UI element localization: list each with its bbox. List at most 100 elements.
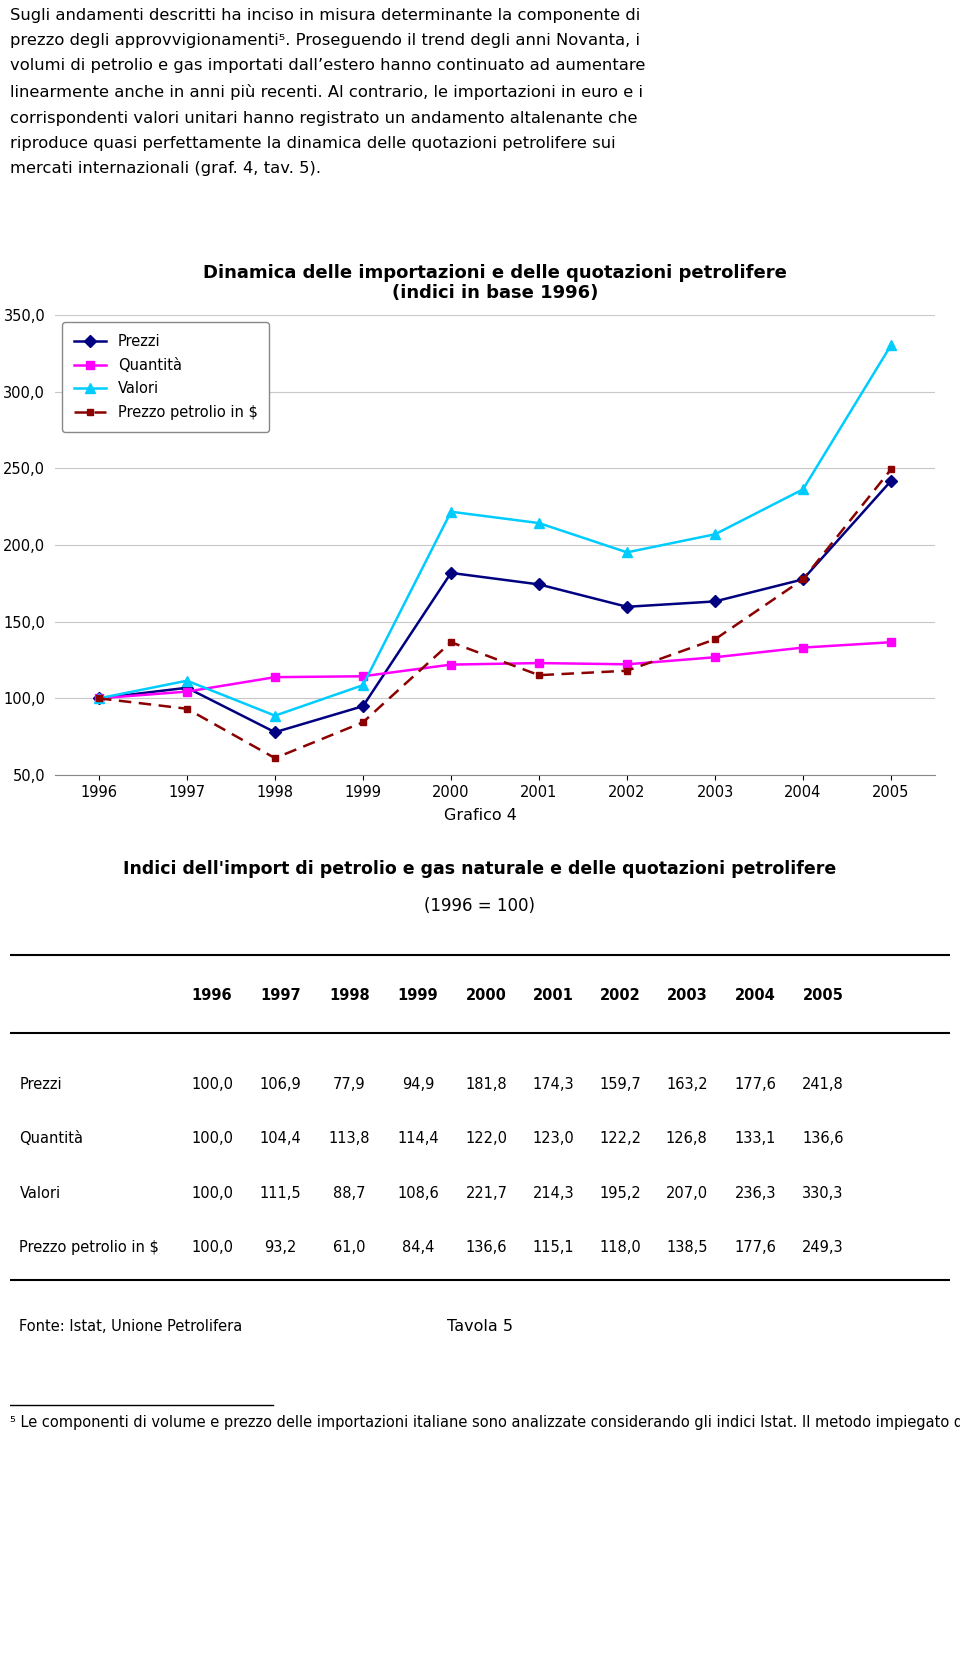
Text: ⁵ Le componenti di volume e prezzo delle importazioni italiane sono analizzate c: ⁵ Le componenti di volume e prezzo delle… <box>10 1415 960 1431</box>
Prezzi <box>181 678 193 698</box>
Line: Prezzi: Prezzi <box>95 477 895 737</box>
Valori <box>445 502 457 522</box>
Quantità <box>269 667 280 687</box>
Text: Quantità: Quantità <box>19 1132 84 1147</box>
Text: 108,6: 108,6 <box>397 1185 439 1200</box>
Prezzi <box>621 596 633 616</box>
Valori <box>885 336 897 356</box>
Prezzo petrolio in $ <box>181 698 193 719</box>
Text: 214,3: 214,3 <box>533 1185 574 1200</box>
Valori <box>709 524 721 544</box>
Quantità <box>709 646 721 667</box>
Prezzo petrolio in $ <box>445 631 457 651</box>
Line: Prezzo petrolio in $: Prezzo petrolio in $ <box>96 467 895 762</box>
Valori <box>797 479 808 499</box>
Text: 138,5: 138,5 <box>666 1241 708 1254</box>
Line: Valori: Valori <box>94 341 896 720</box>
Prezzi <box>885 470 897 490</box>
Text: 122,0: 122,0 <box>466 1132 508 1147</box>
Quantità <box>533 653 544 673</box>
Text: 159,7: 159,7 <box>599 1076 641 1091</box>
Text: 122,2: 122,2 <box>599 1132 641 1147</box>
Text: 100,0: 100,0 <box>191 1185 233 1200</box>
Text: 93,2: 93,2 <box>265 1241 297 1254</box>
Text: 236,3: 236,3 <box>734 1185 777 1200</box>
Prezzo petrolio in $ <box>709 630 721 650</box>
Text: 133,1: 133,1 <box>734 1132 776 1147</box>
Prezzo petrolio in $ <box>533 665 544 685</box>
Text: 1998: 1998 <box>329 989 370 1004</box>
Prezzi <box>93 688 105 709</box>
Text: 100,0: 100,0 <box>191 1241 233 1254</box>
Quantità <box>93 688 105 709</box>
Valori <box>533 514 544 534</box>
Text: 84,4: 84,4 <box>402 1241 434 1254</box>
Valori <box>357 675 369 695</box>
Text: 177,6: 177,6 <box>734 1241 777 1254</box>
Valori <box>621 542 633 562</box>
Text: 123,0: 123,0 <box>533 1132 574 1147</box>
Text: Tavola 5: Tavola 5 <box>447 1320 513 1335</box>
Text: Grafico 4: Grafico 4 <box>444 808 516 823</box>
Text: Valori: Valori <box>19 1185 60 1200</box>
Text: 61,0: 61,0 <box>333 1241 366 1254</box>
Prezzi <box>797 569 808 589</box>
Prezzo petrolio in $ <box>885 460 897 480</box>
Text: 94,9: 94,9 <box>402 1076 434 1091</box>
Prezzo petrolio in $ <box>357 712 369 732</box>
Text: Fonte: Istat, Unione Petrolifera: Fonte: Istat, Unione Petrolifera <box>19 1320 243 1335</box>
Text: 118,0: 118,0 <box>599 1241 641 1254</box>
Text: 77,9: 77,9 <box>333 1076 366 1091</box>
Text: 88,7: 88,7 <box>333 1185 366 1200</box>
Prezzo petrolio in $ <box>269 749 280 769</box>
Text: 181,8: 181,8 <box>466 1076 508 1091</box>
Prezzi <box>445 562 457 583</box>
Quantità <box>797 638 808 658</box>
Text: 111,5: 111,5 <box>260 1185 301 1200</box>
Text: 106,9: 106,9 <box>260 1076 301 1091</box>
Valori <box>269 705 280 725</box>
Text: 163,2: 163,2 <box>666 1076 708 1091</box>
Title: Dinamica delle importazioni e delle quotazioni petrolifere
(indici in base 1996): Dinamica delle importazioni e delle quot… <box>204 264 787 302</box>
Valori <box>93 688 105 709</box>
Prezzi <box>269 722 280 742</box>
Text: Prezzo petrolio in $: Prezzo petrolio in $ <box>19 1241 159 1254</box>
Text: 136,6: 136,6 <box>466 1241 507 1254</box>
Prezzo petrolio in $ <box>93 688 105 709</box>
Legend: Prezzi, Quantità, Valori, Prezzo petrolio in $: Prezzi, Quantità, Valori, Prezzo petroli… <box>62 322 269 432</box>
Prezzi <box>357 697 369 717</box>
Text: 2004: 2004 <box>735 989 776 1004</box>
Text: 113,8: 113,8 <box>328 1132 371 1147</box>
Prezzi <box>533 574 544 594</box>
Text: 2002: 2002 <box>600 989 640 1004</box>
Text: 1999: 1999 <box>397 989 439 1004</box>
Text: 1996: 1996 <box>192 989 232 1004</box>
Quantità <box>621 655 633 675</box>
Text: 114,4: 114,4 <box>397 1132 439 1147</box>
Text: Sugli andamenti descritti ha inciso in misura determinante la componente di
prez: Sugli andamenti descritti ha inciso in m… <box>10 8 645 176</box>
Text: 174,3: 174,3 <box>533 1076 574 1091</box>
Text: 2005: 2005 <box>803 989 844 1004</box>
Prezzi <box>709 591 721 611</box>
Quantità <box>181 682 193 702</box>
Text: 2003: 2003 <box>666 989 708 1004</box>
Valori <box>181 670 193 690</box>
Text: 1997: 1997 <box>260 989 301 1004</box>
Quantità <box>445 655 457 675</box>
Text: 330,3: 330,3 <box>803 1185 844 1200</box>
Text: 249,3: 249,3 <box>803 1241 844 1254</box>
Prezzo petrolio in $ <box>797 569 808 589</box>
Text: 104,4: 104,4 <box>260 1132 301 1147</box>
Text: 2001: 2001 <box>533 989 574 1004</box>
Text: (1996 = 100): (1996 = 100) <box>424 897 536 915</box>
Text: Indici dell'import di petrolio e gas naturale e delle quotazioni petrolifere: Indici dell'import di petrolio e gas nat… <box>124 860 836 878</box>
Text: 126,8: 126,8 <box>666 1132 708 1147</box>
Text: Prezzi: Prezzi <box>19 1076 62 1091</box>
Text: 115,1: 115,1 <box>533 1241 574 1254</box>
Text: 177,6: 177,6 <box>734 1076 777 1091</box>
Prezzo petrolio in $ <box>621 660 633 680</box>
Text: 100,0: 100,0 <box>191 1076 233 1091</box>
Quantità <box>885 631 897 651</box>
Text: 207,0: 207,0 <box>665 1185 708 1200</box>
Text: 100,0: 100,0 <box>191 1132 233 1147</box>
